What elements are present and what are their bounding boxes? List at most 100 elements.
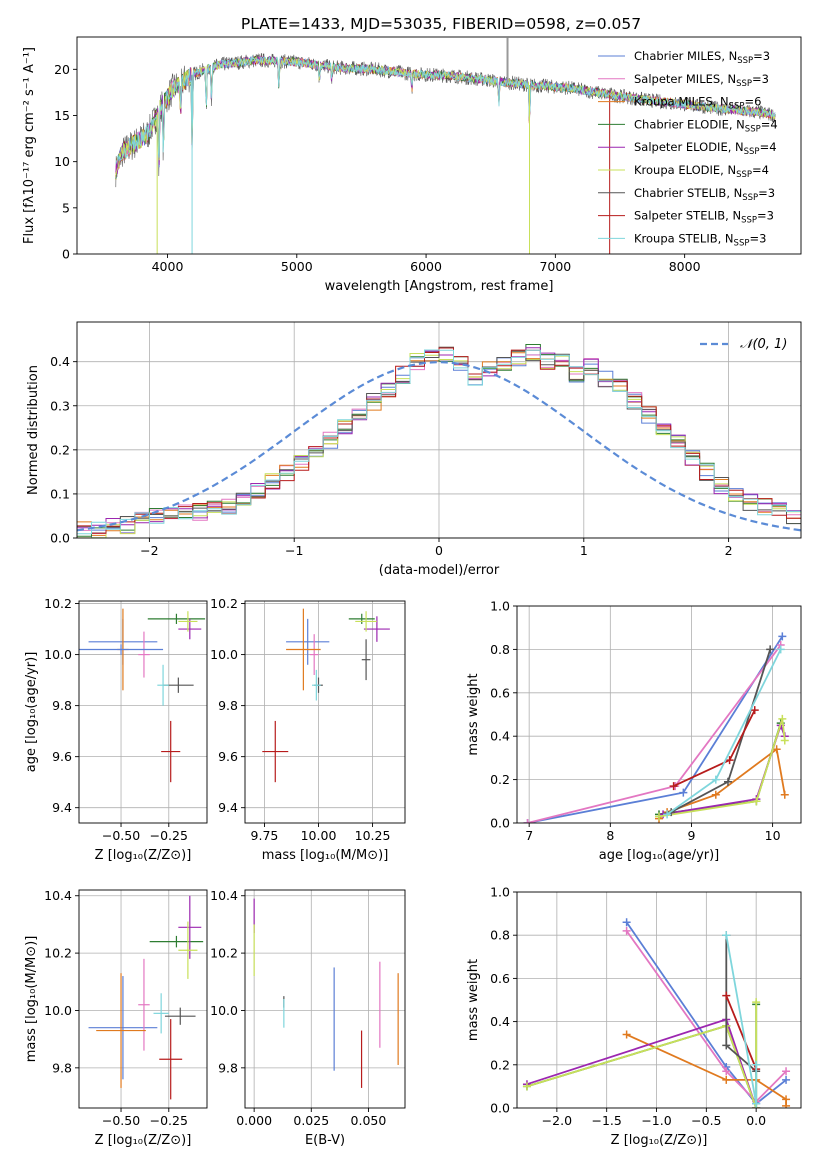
data-point-marker xyxy=(669,782,678,791)
data-point-marker xyxy=(522,1082,531,1091)
data-point-marker xyxy=(780,790,789,799)
legend-label: Kroupa ELODIE, NSSP=4 xyxy=(634,163,769,180)
y-tick-label: 10.0 xyxy=(44,1003,72,1018)
residual_histogram-plot-area xyxy=(77,322,801,538)
y-tick-label: 9.4 xyxy=(52,800,72,815)
data-point-marker xyxy=(780,736,789,745)
legend-label: Salpeter STELIB, NSSP=3 xyxy=(634,209,774,226)
residual_histogram-frame xyxy=(76,321,802,539)
y-tick-label: 1.0 xyxy=(490,599,510,614)
age_vs_mass-x-axis-label: mass [log₁₀(M/M⊙)] xyxy=(262,848,389,863)
spectrum-y-axis-label: Flux [fλ10⁻¹⁷ erg cm⁻² s⁻¹ A⁻¹] xyxy=(22,47,37,244)
x-tick-label: −1.5 xyxy=(592,1113,622,1128)
age_vs_Z-x-axis-label: Z [log₁₀(Z/Z⊙)] xyxy=(95,848,192,863)
age_vs_Z-panel: −0.50 −0.25 9.4 9.6 9.8 10.0 10.2 Z [log₁₀(Z/Z⊙… xyxy=(24,596,208,863)
x-tick-label: 9.75 xyxy=(251,828,279,843)
y-tick-label: 10.2 xyxy=(210,596,238,611)
data-point-marker xyxy=(725,756,734,765)
x-tick-label: 2 xyxy=(725,543,733,558)
x-tick-label: 0.000 xyxy=(236,1113,272,1128)
massweight_vs_age-frame xyxy=(516,605,802,824)
y-tick-label: 0.4 xyxy=(490,1014,510,1029)
legend-label: Chabrier ELODIE, NSSP=4 xyxy=(634,117,778,134)
residual_histogram-x-axis-label: (data-model)/error xyxy=(379,563,500,578)
massweight_vs_age-plot-area xyxy=(517,606,801,823)
normal-reference-curve xyxy=(77,360,801,532)
x-tick-label: −2 xyxy=(140,543,158,558)
y-tick-label: 10.0 xyxy=(210,1003,238,1018)
massweight_vs_Z-y-axis-label: mass weight xyxy=(466,959,481,1041)
legend-label: 𝒩(0, 1) xyxy=(740,337,787,352)
x-tick-label: 5000 xyxy=(281,259,313,274)
age_vs_mass-plot-area xyxy=(245,601,405,823)
y-tick-label: 10.4 xyxy=(44,888,72,903)
spectrum-line-kroupa-stelib xyxy=(115,55,776,164)
y-tick-label: 15 xyxy=(54,108,70,123)
y-tick-label: 10.0 xyxy=(210,647,238,662)
age_vs_Z-plot-area xyxy=(79,601,207,823)
data-point-marker xyxy=(622,926,631,935)
y-tick-label: 9.8 xyxy=(52,1060,72,1075)
mass_vs_Z-y-axis-label: mass [log₁₀(M/M⊙)] xyxy=(24,936,39,1063)
x-tick-label: 10.00 xyxy=(301,828,337,843)
series-line-salpeter-stelib xyxy=(725,995,758,1070)
x-tick-label: 1 xyxy=(580,543,588,558)
data-point-marker xyxy=(782,1101,791,1108)
mass_vs_Z-x-axis-label: Z [log₁₀(Z/Z⊙)] xyxy=(95,1133,192,1148)
figure-title: PLATE=1433, MJD=53035, FIBERID=0598, z=0… xyxy=(241,15,641,33)
x-tick-label: 10.25 xyxy=(355,828,391,843)
mass_vs_ebv-axes: 0.000 0.025 0.050 9.8 10.0 10.2 10.4 E(B-V) xyxy=(210,888,386,1148)
mass_vs_ebv-x-axis-label: E(B-V) xyxy=(305,1133,345,1148)
spectrum-x-axis-label: wavelength [Angstrom, rest frame] xyxy=(325,279,554,294)
x-tick-label: −0.5 xyxy=(691,1113,721,1128)
y-tick-label: 9.6 xyxy=(52,749,72,764)
spectrum-legend: Chabrier MILES, NSSP=3 Salpeter MILES, NS… xyxy=(598,49,778,248)
y-tick-label: 9.8 xyxy=(218,698,238,713)
x-tick-label: 8 xyxy=(606,828,614,843)
data-point-marker xyxy=(752,1060,761,1069)
y-tick-label: 0.8 xyxy=(490,642,510,657)
age_vs_mass-frame xyxy=(244,600,406,824)
x-tick-label: 0.050 xyxy=(351,1113,387,1128)
y-tick-label: 0.0 xyxy=(490,1101,510,1116)
age_vs_Z-y-axis-label: age [log₁₀(age/yr)] xyxy=(24,652,39,773)
massweight_vs_age-x-axis-label: age [log₁₀(age/yr)] xyxy=(599,848,720,863)
data-point-marker xyxy=(722,1067,731,1076)
data-point-marker xyxy=(722,931,731,940)
data-point-marker xyxy=(752,797,761,806)
massweight_vs_age-panel: 7 8 9 10 0.0 0.2 0.4 0.6 0.8 1.0 age [log₁₀(age/yr… xyxy=(466,599,802,864)
massweight_vs_Z-plot-area xyxy=(517,892,801,1108)
spectrum-frame xyxy=(76,36,802,255)
spectrum-axes: 4000 5000 6000 7000 8000 0 5 10 15 20 wavelength [… xyxy=(22,47,701,294)
x-tick-label: 4000 xyxy=(152,259,184,274)
y-tick-label: 10.2 xyxy=(210,946,238,961)
x-tick-label: −2.0 xyxy=(542,1113,572,1128)
data-point-marker xyxy=(723,777,732,786)
data-point-marker xyxy=(782,1075,791,1084)
data-point-marker xyxy=(523,819,532,823)
legend-label: Kroupa MILES, NSSP=6 xyxy=(634,95,761,112)
massweight_vs_Z-x-axis-label: Z [log₁₀(Z/Z⊙)] xyxy=(611,1133,708,1148)
legend-label: Chabrier STELIB, NSSP=3 xyxy=(634,186,775,203)
y-tick-label: 10.4 xyxy=(210,888,238,903)
data-point-marker xyxy=(722,1075,731,1084)
massweight_vs_Z-frame xyxy=(516,891,802,1109)
x-tick-label: −0.50 xyxy=(102,1113,140,1128)
y-tick-label: 0.1 xyxy=(50,486,70,501)
y-tick-label: 9.4 xyxy=(218,800,238,815)
y-tick-label: 0.3 xyxy=(50,398,70,413)
series-line-kroupa-elodie xyxy=(526,1002,758,1108)
data-point-marker xyxy=(750,706,759,715)
data-point-marker xyxy=(655,812,663,821)
x-tick-label: 6000 xyxy=(410,259,442,274)
x-tick-label: 7 xyxy=(525,828,533,843)
x-tick-label: −1.0 xyxy=(641,1113,671,1128)
series-line-kroupa-elodie xyxy=(658,718,786,818)
data-point-marker xyxy=(622,1030,631,1039)
massweight_vs_Z-axes: −2.0 −1.5 −1.0 −0.5 0.0 0.0 0.2 0.4 0.6 0.8 1.0 Z [… xyxy=(466,885,766,1149)
y-tick-label: 0.2 xyxy=(50,442,70,457)
mass_vs_Z-frame xyxy=(78,889,208,1109)
massweight_vs_age-y-axis-label: mass weight xyxy=(466,673,481,755)
massweight_vs_age-axes: 7 8 9 10 0.0 0.2 0.4 0.6 0.8 1.0 age [log₁₀(age/yr… xyxy=(466,599,781,864)
data-point-marker xyxy=(679,788,688,797)
